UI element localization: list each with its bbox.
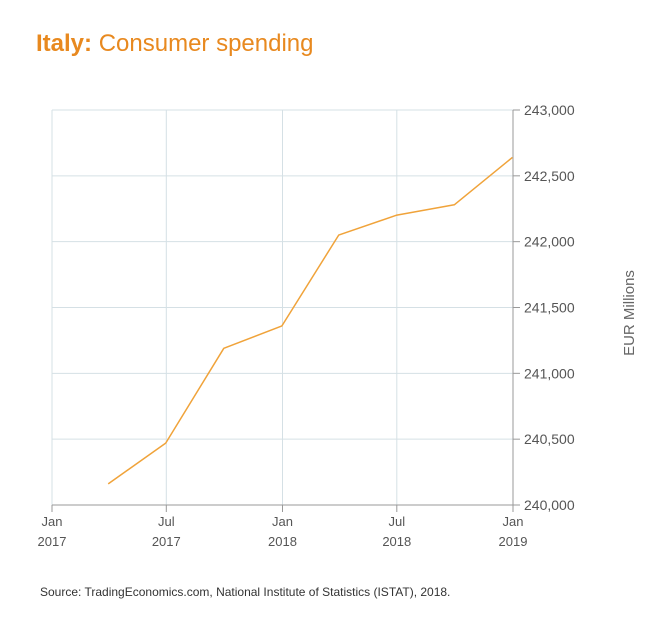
x-tick-label-year: 2017: [152, 534, 181, 549]
line-chart: 240,000 240,500 241,000 241,500 242,000 242,5…: [38, 102, 638, 549]
x-tick-label-year: 2019: [499, 534, 528, 549]
grid: [51, 109, 514, 505]
chart-title: Italy: Consumer spending: [36, 30, 314, 58]
data-point: [337, 233, 341, 237]
x-tick-label-month: Jan: [42, 514, 63, 529]
y-tick-label: 240,000: [524, 497, 575, 513]
data-point: [106, 482, 110, 486]
x-tick-label-year: 2018: [382, 534, 411, 549]
y-tick-label: 242,000: [524, 234, 575, 250]
chart-title-text: Consumer spending: [98, 30, 314, 57]
tick-labels: 240,000 240,500 241,000 241,500 242,000 242,5…: [38, 102, 575, 549]
x-tick-label-month: Jan: [503, 514, 524, 529]
y-axis-label: EUR Millions: [621, 270, 638, 356]
source-note: Source: TradingEconomics.com, National I…: [40, 585, 451, 599]
y-tick-label: 241,500: [524, 300, 575, 316]
y-tick-label: 241,000: [524, 365, 575, 381]
data-point: [280, 324, 284, 328]
chart-title-separator: :: [84, 30, 93, 57]
x-tick-label-year: 2017: [38, 534, 67, 549]
y-tick-label: 240,500: [524, 431, 575, 447]
chart-title-country: Italy: [36, 30, 85, 57]
x-tick-label-year: 2018: [268, 534, 297, 549]
x-tick-label-month: Jul: [388, 514, 405, 529]
data-point: [222, 346, 226, 350]
data-point: [510, 155, 514, 159]
data-point: [452, 203, 456, 207]
y-tick-label: 243,000: [524, 102, 575, 118]
x-tick-label-month: Jul: [158, 514, 175, 529]
series-layer: [106, 155, 514, 486]
x-tick-label-month: Jan: [272, 514, 293, 529]
data-point: [394, 213, 398, 217]
data-point: [164, 441, 168, 445]
series-line: [107, 156, 513, 485]
axes: [51, 109, 520, 512]
y-tick-label: 242,500: [524, 168, 575, 184]
